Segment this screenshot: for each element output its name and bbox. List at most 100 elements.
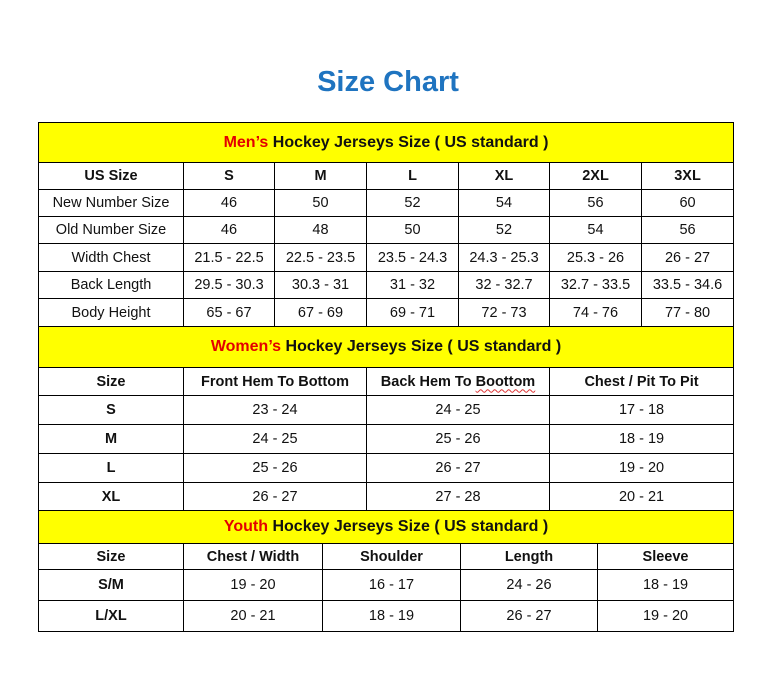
header-text: Size (96, 373, 126, 390)
table-row: M 24 - 25 25 - 26 18 - 19 (38, 424, 735, 454)
women-size-table: Women’s Hockey Jerseys Size ( US standar… (37, 326, 735, 512)
table-cell: 52 (458, 216, 550, 244)
header-text: US Size (84, 168, 138, 184)
table-cell: 25.3 - 26 (549, 243, 642, 272)
header-text: L (408, 168, 417, 184)
header-text: Size (96, 548, 126, 565)
table-cell: 56 (640, 216, 735, 244)
header-text: Sleeve (642, 548, 689, 565)
table-cell: 67 - 69 (274, 298, 367, 327)
youth-section-title: Youth Hockey Jerseys Size ( US standard … (37, 510, 735, 544)
table-cell: 69 - 71 (366, 298, 459, 327)
table-cell: 26 - 27 (183, 482, 367, 512)
table-row: Body Height 65 - 67 67 - 69 69 - 71 72 - 73 7… (38, 298, 735, 327)
table-cell: 25 - 26 (366, 424, 550, 454)
header-text: Front Hem To Bottom (201, 373, 349, 390)
row-label: S (38, 395, 184, 425)
table-cell: 54 (458, 189, 550, 217)
title-rest: Hockey Jerseys Size ( US standard ) (268, 133, 549, 151)
table-cell: 19 - 20 (183, 569, 323, 601)
header-text: Chest / Pit To Pit (584, 373, 699, 390)
table-cell: 19 - 20 (548, 453, 735, 483)
spellcheck-underline: Boottom (475, 373, 536, 390)
table-cell: 50 (274, 189, 367, 217)
column-header: Shoulder (322, 543, 461, 570)
table-cell: 19 - 20 (596, 600, 735, 632)
table-cell: 24 - 25 (183, 424, 367, 454)
row-label: Back Length (38, 271, 184, 299)
row-label: L/XL (38, 600, 184, 632)
table-cell: 16 - 17 (322, 569, 461, 601)
row-label: L (38, 453, 184, 483)
table-cell: 32 - 32.7 (458, 271, 550, 299)
table-row: L 25 - 26 26 - 27 19 - 20 (38, 453, 735, 483)
table-cell: 24 - 26 (460, 569, 598, 601)
table-row: S 23 - 24 24 - 25 17 - 18 (38, 395, 735, 425)
table-cell: 72 - 73 (458, 298, 550, 327)
column-header: Back Hem To Boottom (366, 367, 550, 396)
header-text: 3XL (674, 168, 701, 184)
table-cell: 31 - 32 (366, 271, 459, 299)
table-cell: 24.3 - 25.3 (458, 243, 550, 272)
header-row: US Size S M L XL 2XL 3XL (38, 162, 735, 190)
table-row: Back Length 29.5 - 30.3 30.3 - 31 31 - 32 32… (38, 271, 735, 299)
column-header: 3XL (640, 162, 735, 190)
header-text: Length (504, 548, 554, 565)
table-row: L/XL 20 - 21 18 - 19 26 - 27 19 - 20 (38, 600, 735, 632)
row-label: XL (38, 482, 184, 512)
column-header: Sleeve (596, 543, 735, 570)
row-label: Width Chest (38, 243, 184, 272)
table-cell: 18 - 19 (322, 600, 461, 632)
column-header: Front Hem To Bottom (183, 367, 367, 396)
column-header: M (274, 162, 367, 190)
header-text: Chest / Width (206, 548, 300, 565)
page-title: Size Chart (317, 66, 459, 98)
table-cell: 20 - 21 (548, 482, 735, 512)
table-cell: 48 (274, 216, 367, 244)
table-cell: 18 - 19 (548, 424, 735, 454)
row-label: S/M (38, 569, 184, 601)
table-cell: 29.5 - 30.3 (183, 271, 275, 299)
table-cell: 74 - 76 (549, 298, 642, 327)
title-prefix: Men’s (223, 133, 269, 151)
column-header: Chest / Pit To Pit (548, 367, 735, 396)
men-size-table: Men’s Hockey Jerseys Size ( US standard … (37, 122, 735, 327)
table-cell: 50 (366, 216, 459, 244)
table-cell: 46 (183, 189, 275, 217)
table-cell: 21.5 - 22.5 (183, 243, 275, 272)
table-cell: 60 (640, 189, 735, 217)
table-cell: 32.7 - 33.5 (549, 271, 642, 299)
column-header: L (366, 162, 459, 190)
women-title-row: Women’s Hockey Jerseys Size ( US standar… (37, 326, 735, 368)
table-cell: 18 - 19 (596, 569, 735, 601)
header-text: XL (494, 168, 514, 184)
row-label: M (38, 424, 184, 454)
table-cell: 22.5 - 23.5 (274, 243, 367, 272)
table-cell: 52 (366, 189, 459, 217)
table-cell: 26 - 27 (460, 600, 598, 632)
table-cell: 46 (183, 216, 275, 244)
table-cell: 24 - 25 (366, 395, 550, 425)
table-cell: 77 - 80 (640, 298, 735, 327)
table-cell: 65 - 67 (183, 298, 275, 327)
table-row: XL 26 - 27 27 - 28 20 - 21 (38, 482, 735, 512)
table-cell: 27 - 28 (366, 482, 550, 512)
table-cell: 23 - 24 (183, 395, 367, 425)
table-row: New Number Size 46 50 52 54 56 60 (38, 189, 735, 217)
column-header: Size (38, 367, 184, 396)
youth-size-table: Youth Hockey Jerseys Size ( US standard … (37, 510, 735, 632)
title-prefix: Youth (223, 518, 269, 535)
title-rest: Hockey Jerseys Size ( US standard ) (281, 338, 562, 355)
table-cell: 26 - 27 (640, 243, 735, 272)
header-text: 2XL (582, 168, 609, 184)
row-label: Body Height (38, 298, 184, 327)
men-section-title: Men’s Hockey Jerseys Size ( US standard … (37, 122, 735, 163)
table-cell: 17 - 18 (548, 395, 735, 425)
header-row: Size Front Hem To Bottom Back Hem To Boott… (38, 367, 735, 396)
table-cell: 54 (549, 216, 642, 244)
header-row: Size Chest / Width Shoulder Length Sleeve (38, 543, 735, 570)
table-row: S/M 19 - 20 16 - 17 24 - 26 18 - 19 (38, 569, 735, 601)
table-cell: 20 - 21 (183, 600, 323, 632)
row-label: New Number Size (38, 189, 184, 217)
table-cell: 23.5 - 24.3 (366, 243, 459, 272)
